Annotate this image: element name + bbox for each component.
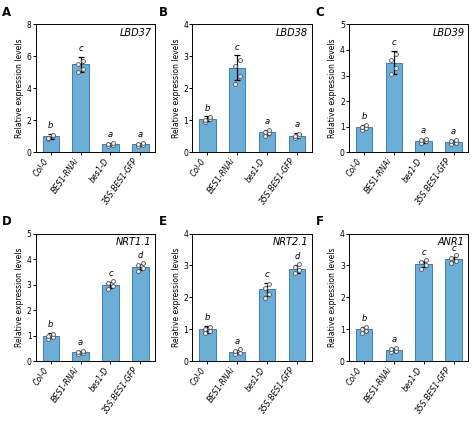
- Text: b: b: [361, 314, 367, 323]
- Text: a: a: [294, 120, 300, 130]
- Bar: [259, 289, 275, 361]
- Bar: [415, 141, 432, 152]
- Bar: [415, 264, 432, 361]
- Bar: [132, 144, 148, 152]
- Text: a: a: [108, 130, 113, 139]
- Text: B: B: [159, 6, 168, 19]
- Text: c: c: [235, 43, 239, 52]
- Y-axis label: Relative expression levels: Relative expression levels: [15, 248, 24, 347]
- Bar: [289, 269, 305, 361]
- Text: a: a: [421, 126, 426, 135]
- Text: LBD37: LBD37: [119, 28, 152, 38]
- Text: A: A: [2, 6, 11, 19]
- Text: C: C: [316, 6, 324, 19]
- Bar: [199, 119, 216, 152]
- Bar: [356, 329, 372, 361]
- Text: a: a: [235, 337, 240, 346]
- Y-axis label: Relative expression levels: Relative expression levels: [328, 39, 337, 138]
- Bar: [73, 64, 89, 152]
- Bar: [289, 136, 305, 152]
- Text: a: a: [451, 127, 456, 136]
- Text: c: c: [421, 248, 426, 257]
- Text: b: b: [205, 313, 210, 322]
- Text: d: d: [137, 251, 143, 260]
- Bar: [102, 144, 118, 152]
- Text: E: E: [159, 216, 167, 229]
- Text: a: a: [391, 335, 396, 344]
- Bar: [356, 127, 372, 152]
- Bar: [386, 350, 402, 361]
- Text: c: c: [392, 38, 396, 48]
- Text: a: a: [264, 117, 270, 126]
- Text: d: d: [294, 252, 300, 261]
- Text: b: b: [48, 121, 54, 130]
- Text: c: c: [108, 269, 113, 278]
- Bar: [229, 352, 246, 361]
- Bar: [199, 329, 216, 361]
- Bar: [445, 142, 462, 152]
- Text: a: a: [78, 338, 83, 347]
- Text: D: D: [2, 216, 12, 229]
- Text: c: c: [451, 244, 456, 253]
- Text: b: b: [361, 112, 367, 121]
- Text: F: F: [316, 216, 324, 229]
- Bar: [259, 132, 275, 152]
- Text: NRT1.1: NRT1.1: [116, 237, 152, 248]
- Text: a: a: [138, 130, 143, 139]
- Text: c: c: [78, 44, 83, 53]
- Y-axis label: Relative expression levels: Relative expression levels: [172, 248, 181, 347]
- Text: ANR1: ANR1: [438, 237, 465, 248]
- Y-axis label: Relative expression levels: Relative expression levels: [172, 39, 181, 138]
- Bar: [445, 259, 462, 361]
- Text: LBD38: LBD38: [276, 28, 308, 38]
- Bar: [386, 63, 402, 152]
- Text: b: b: [205, 104, 210, 112]
- Bar: [102, 285, 118, 361]
- Bar: [132, 267, 148, 361]
- Y-axis label: Relative expression levels: Relative expression levels: [328, 248, 337, 347]
- Text: LBD39: LBD39: [433, 28, 465, 38]
- Text: c: c: [265, 270, 269, 279]
- Bar: [43, 136, 59, 152]
- Y-axis label: Relative expression levels: Relative expression levels: [15, 39, 24, 138]
- Bar: [43, 336, 59, 361]
- Bar: [73, 352, 89, 361]
- Bar: [229, 67, 246, 152]
- Text: NRT2.1: NRT2.1: [273, 237, 308, 248]
- Text: b: b: [48, 320, 54, 329]
